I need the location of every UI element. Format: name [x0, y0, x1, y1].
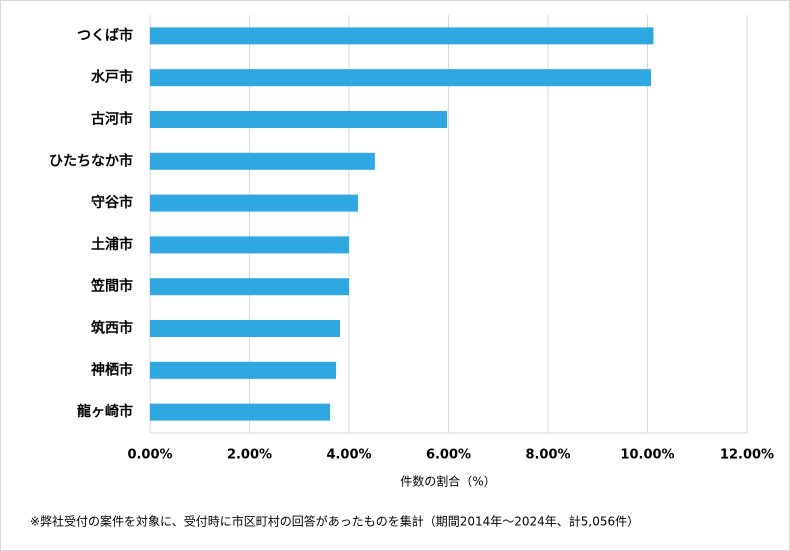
bar — [150, 152, 375, 170]
bar — [150, 320, 341, 337]
y-tick-label: 守谷市 — [91, 194, 133, 211]
x-tick-label: 6.00% — [426, 448, 471, 463]
x-tick-label: 12.00% — [720, 448, 774, 463]
bar — [150, 27, 654, 45]
y-tick-label: 筑西市 — [91, 320, 133, 337]
x-tick-label: 8.00% — [525, 448, 570, 463]
y-tick-label: 神栖市 — [91, 361, 133, 378]
x-axis-label: 件数の割合（%） — [400, 474, 495, 489]
bar — [150, 403, 331, 421]
y-tick-label: 土浦市 — [91, 236, 133, 253]
y-tick-label: 水戸市 — [91, 69, 133, 86]
y-tick-label: 笠間市 — [90, 278, 133, 295]
footnote: ※弊社受付の案件を対象に、受付時に市区町村の回答があったものを集計（期間2014… — [30, 514, 639, 529]
y-tick-label: ひたちなか市 — [49, 152, 133, 169]
bar — [150, 69, 651, 87]
y-tick-label: 古河市 — [91, 111, 133, 128]
x-tick-label: 4.00% — [326, 448, 371, 463]
y-tick-label: つくば市 — [77, 27, 133, 44]
x-tick-label: 0.00% — [127, 448, 172, 463]
bar — [150, 278, 349, 296]
bar — [150, 361, 337, 379]
x-tick-label: 10.00% — [620, 448, 674, 463]
bar — [150, 111, 448, 128]
y-tick-label: 龍ヶ崎市 — [77, 403, 133, 420]
x-tick-label: 2.00% — [227, 448, 272, 463]
bar — [150, 194, 358, 212]
bar — [150, 236, 349, 254]
